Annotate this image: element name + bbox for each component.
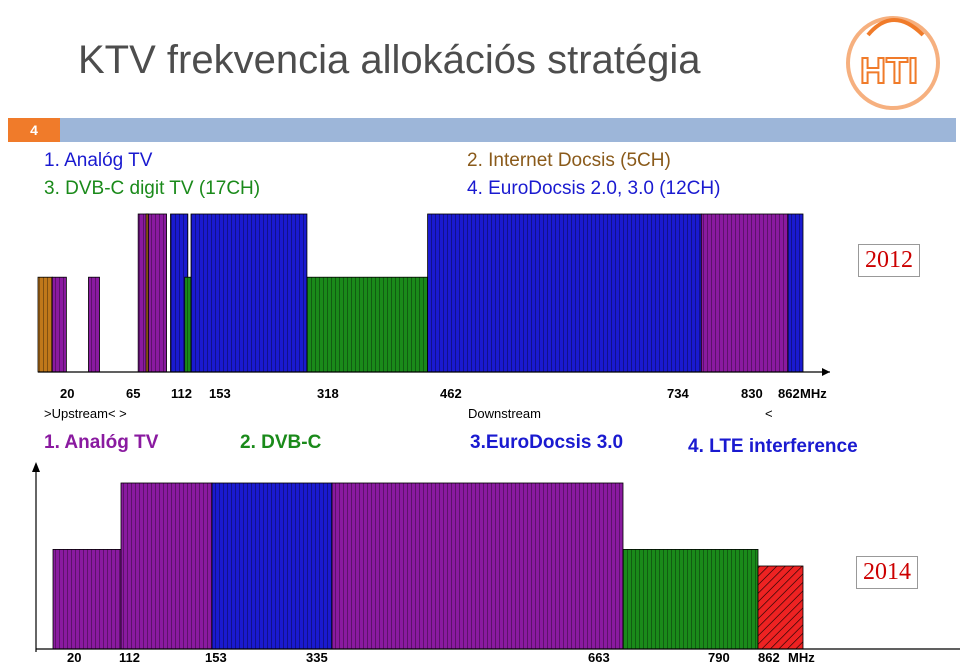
legend-2014-eurodocsis: 3.EuroDocsis 3.0 bbox=[470, 432, 624, 453]
chart2014-block-texture bbox=[758, 566, 803, 649]
tick-2012: 153 bbox=[209, 386, 231, 401]
chart2014-block-texture bbox=[332, 483, 623, 649]
tick-2012: 830 bbox=[741, 386, 763, 401]
chart2012-block-texture bbox=[52, 277, 67, 372]
spectrum-chart-2012 bbox=[37, 213, 830, 376]
unit-2012: MHz bbox=[800, 386, 827, 401]
tick-2014: 20 bbox=[67, 650, 82, 665]
tick-labels-2012: 20 65 112 153 318 462 734 830 862 MHz bbox=[0, 386, 960, 402]
tick-2014: 335 bbox=[306, 650, 328, 665]
chart2014-block-texture bbox=[623, 549, 758, 649]
tick-2014: 790 bbox=[708, 650, 730, 665]
page-title: KTV frekvencia allokációs stratégia bbox=[78, 38, 701, 82]
chart2012-block-texture bbox=[88, 277, 100, 372]
tick-2012: 112 bbox=[171, 386, 192, 401]
tick-2014: 112 bbox=[119, 650, 140, 665]
y-axis-arrow-2014 bbox=[32, 462, 40, 472]
hti-logo: HTI bbox=[846, 16, 940, 110]
tick-2012: 318 bbox=[317, 386, 339, 401]
chart2012-block-texture bbox=[146, 214, 149, 372]
x-axis-arrow-2012 bbox=[822, 368, 830, 376]
year-label-2014: 2014 bbox=[856, 556, 918, 589]
tick-2012: 20 bbox=[60, 386, 75, 401]
legend-2014-analog: 1. Analóg TV bbox=[44, 432, 159, 453]
tick-2012: 462 bbox=[440, 386, 462, 401]
chart2012-block-texture bbox=[306, 277, 428, 372]
year-label-2012: 2012 bbox=[858, 244, 920, 277]
tick-2014: 153 bbox=[205, 650, 227, 665]
downstream-end-marker: < bbox=[765, 406, 773, 421]
tick-2014: 663 bbox=[588, 650, 610, 665]
upstream-label: >Upstream< > bbox=[44, 406, 127, 421]
chart2012-block-texture bbox=[170, 214, 188, 372]
tick-2014: 862 bbox=[758, 650, 780, 665]
chart2012-block-texture bbox=[138, 214, 167, 372]
tick-labels-2014: 20 112 153 335 663 790 862 MHz bbox=[0, 650, 960, 665]
header-bar bbox=[8, 118, 956, 142]
legend-2012-analog: 1. Analóg TV bbox=[44, 150, 153, 171]
legend-2012-dvbc: 3. DVB-C digit TV (17CH) bbox=[44, 178, 261, 199]
slide-number: 4 bbox=[8, 118, 60, 142]
chart2014-block-texture bbox=[53, 549, 121, 649]
spectrum-chart-2014 bbox=[32, 462, 960, 652]
legend-2014-dvbc: 2. DVB-C bbox=[240, 432, 322, 453]
chart2012-block-texture bbox=[788, 214, 803, 372]
chart2014-block-texture bbox=[212, 483, 332, 649]
legend-2012-eurodocsis: 4. EuroDocsis 2.0, 3.0 (12CH) bbox=[467, 178, 721, 199]
downstream-label: Downstream bbox=[468, 406, 541, 421]
legend-2014-lte: 4. LTE interference bbox=[688, 436, 858, 457]
chart2012-block-texture bbox=[184, 277, 191, 372]
chart2012-block-texture bbox=[701, 214, 789, 372]
tick-2012: 734 bbox=[667, 386, 689, 401]
legend-2012-docsis: 2. Internet Docsis (5CH) bbox=[467, 150, 671, 171]
chart2012-block-texture bbox=[191, 214, 307, 372]
chart2014-block-texture bbox=[121, 483, 212, 649]
tick-2012: 65 bbox=[126, 386, 141, 401]
chart2012-block-texture bbox=[38, 277, 53, 372]
tick-2012: 862 bbox=[778, 386, 800, 401]
svg-text:HTI: HTI bbox=[860, 50, 918, 91]
unit-2014: MHz bbox=[788, 650, 815, 665]
chart2012-block-texture bbox=[427, 214, 702, 372]
